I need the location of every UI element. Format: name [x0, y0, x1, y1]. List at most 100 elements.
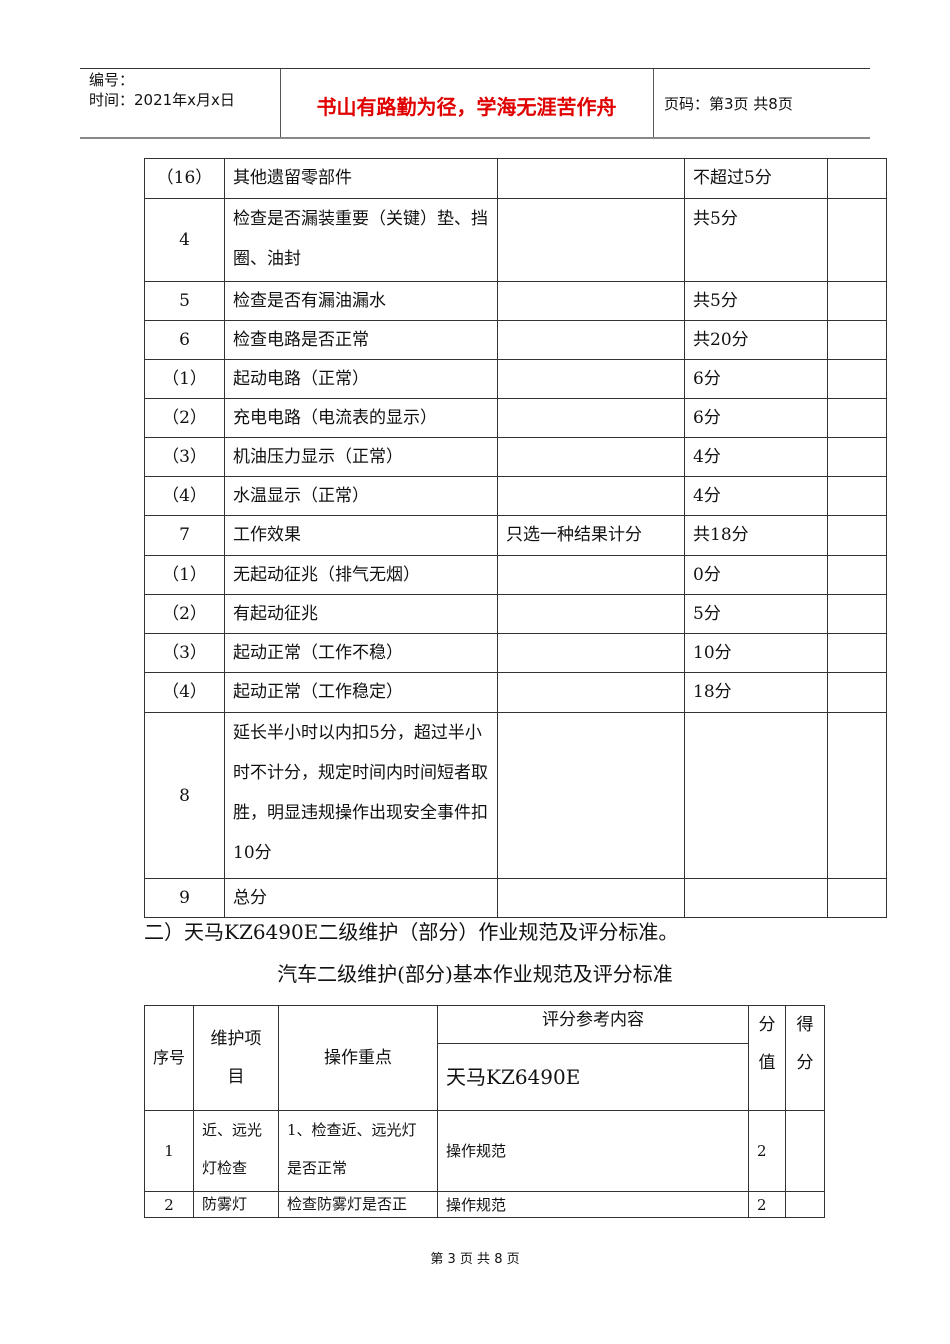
- row-item: 工作效果: [224, 515, 498, 556]
- row-item: 水温显示（正常）: [224, 476, 498, 516]
- table-row: （3） 起动正常（工作不稳） 10分: [144, 633, 887, 673]
- row-number: （2）: [144, 594, 225, 634]
- row-item: 近、远光灯检查: [193, 1110, 279, 1192]
- row-score: 0分: [684, 555, 828, 595]
- table-row: （16） 其他遗留零部件 不超过5分: [144, 158, 887, 199]
- motto: 书山有路勤为径，学海无涯苦作舟: [316, 95, 617, 119]
- row-number: （2）: [144, 398, 225, 438]
- row-score: 18分: [684, 672, 828, 713]
- row-got: [827, 320, 887, 360]
- header-model: 天马KZ6490E: [437, 1043, 749, 1111]
- row-score: 2: [748, 1191, 786, 1218]
- row-score: [684, 712, 828, 879]
- row-got: [827, 398, 887, 438]
- row-item: 机油压力显示（正常）: [224, 437, 498, 477]
- row-note: 只选一种结果计分: [497, 515, 685, 556]
- table-row: 2 防雾灯 检查防雾灯是否正 操作规范 2: [144, 1191, 825, 1218]
- row-number: 6: [144, 320, 225, 360]
- row-number: （3）: [144, 437, 225, 477]
- row-number: 8: [144, 712, 225, 879]
- row-note: [497, 437, 685, 477]
- row-score: 不超过5分: [684, 158, 828, 199]
- row-score: 6分: [684, 359, 828, 399]
- table-row: （2） 有起动征兆 5分: [144, 594, 887, 634]
- row-note: [497, 555, 685, 595]
- row-got: [827, 555, 887, 595]
- row-note: [497, 198, 685, 282]
- row-note: [497, 320, 685, 360]
- row-number: （1）: [144, 555, 225, 595]
- row-item: 有起动征兆: [224, 594, 498, 634]
- row-note: [497, 398, 685, 438]
- row-score: 共5分: [684, 281, 828, 321]
- row-note: [497, 712, 685, 879]
- row-item: 起动正常（工作不稳）: [224, 633, 498, 673]
- scoring-table-2: 序号 维护项目 操作重点 评分参考内容 分值 得分 天马KZ6490E 1 近、远…: [144, 1005, 825, 1218]
- row-number: 2: [144, 1191, 194, 1218]
- row-score: 6分: [684, 398, 828, 438]
- header-score: 分值: [748, 1005, 786, 1111]
- row-score: 2: [748, 1110, 786, 1192]
- row-number: （4）: [144, 476, 225, 516]
- row-note: [497, 158, 685, 199]
- row-got: [827, 633, 887, 673]
- row-item: 无起动征兆（排气无烟）: [224, 555, 498, 595]
- header-center: 书山有路勤为径，学海无涯苦作舟: [280, 69, 654, 137]
- row-number: （1）: [144, 359, 225, 399]
- header-focus: 操作重点: [278, 1005, 438, 1111]
- row-item: 检查电路是否正常: [224, 320, 498, 360]
- header-item: 维护项目: [193, 1005, 279, 1111]
- row-score: 共18分: [684, 515, 828, 556]
- table-row: （4） 起动正常（工作稳定） 18分: [144, 672, 887, 713]
- time-label: 时间：2021年x月x日: [89, 91, 235, 109]
- table-row: （2） 充电电路（电流表的显示） 6分: [144, 398, 887, 438]
- row-item: 检查是否漏装重要（关键）垫、挡圈、油封: [224, 198, 498, 282]
- row-number: 5: [144, 281, 225, 321]
- row-item: 延长半小时以内扣5分，超过半小时不计分，规定时间内时间短者取胜，明显违规操作出现…: [224, 712, 498, 879]
- row-score: 共5分: [684, 198, 828, 282]
- table-row: 6 检查电路是否正常 共20分: [144, 320, 887, 360]
- row-focus: 1、检查近、远光灯是否正常: [278, 1110, 438, 1192]
- row-note: [497, 878, 685, 918]
- row-number: 4: [144, 198, 225, 282]
- header-left: 编号： 时间：2021年x月x日: [80, 69, 281, 137]
- row-number: 1: [144, 1110, 194, 1192]
- row-number: （4）: [144, 672, 225, 713]
- row-got: [827, 437, 887, 477]
- row-got: [827, 672, 887, 713]
- table2-title: 汽车二级维护(部分)基本作业规范及评分标准: [277, 962, 673, 986]
- row-ref: 操作规范: [437, 1110, 749, 1192]
- row-number: 9: [144, 878, 225, 918]
- row-item: 充电电路（电流表的显示）: [224, 398, 498, 438]
- table-row: （1） 起动电路（正常） 6分: [144, 359, 887, 399]
- scoring-table-1: （16） 其他遗留零部件 不超过5分 4 检查是否漏装重要（关键）垫、挡圈、油封 共5分 5…: [144, 158, 887, 918]
- row-note: [497, 359, 685, 399]
- row-item: 起动正常（工作稳定）: [224, 672, 498, 713]
- row-got: [785, 1110, 825, 1192]
- row-score: 4分: [684, 437, 828, 477]
- row-got: [785, 1191, 825, 1218]
- row-got: [827, 515, 887, 556]
- row-got: [827, 594, 887, 634]
- row-note: [497, 281, 685, 321]
- row-number: （3）: [144, 633, 225, 673]
- row-got: [827, 158, 887, 199]
- row-item: 总分: [224, 878, 498, 918]
- table-row: （1） 无起动征兆（排气无烟） 0分: [144, 555, 887, 595]
- row-got: [827, 878, 887, 918]
- row-got: [827, 198, 887, 282]
- row-item: 起动电路（正常）: [224, 359, 498, 399]
- row-item: 检查是否有漏油漏水: [224, 281, 498, 321]
- row-score: 10分: [684, 633, 828, 673]
- table-row: 7 工作效果 只选一种结果计分 共18分: [144, 515, 887, 556]
- row-score: [684, 878, 828, 918]
- section-heading: 二）天马KZ6490E二级维护（部分）作业规范及评分标准。: [144, 920, 679, 944]
- row-ref: 操作规范: [437, 1191, 749, 1218]
- header-ref: 评分参考内容: [437, 1005, 749, 1044]
- page-info: 页码：第3页 共8页: [664, 95, 793, 113]
- row-note: [497, 476, 685, 516]
- row-score: 5分: [684, 594, 828, 634]
- row-number: （16）: [144, 158, 225, 199]
- table-row: 1 近、远光灯检查 1、检查近、远光灯是否正常 操作规范 2: [144, 1110, 825, 1192]
